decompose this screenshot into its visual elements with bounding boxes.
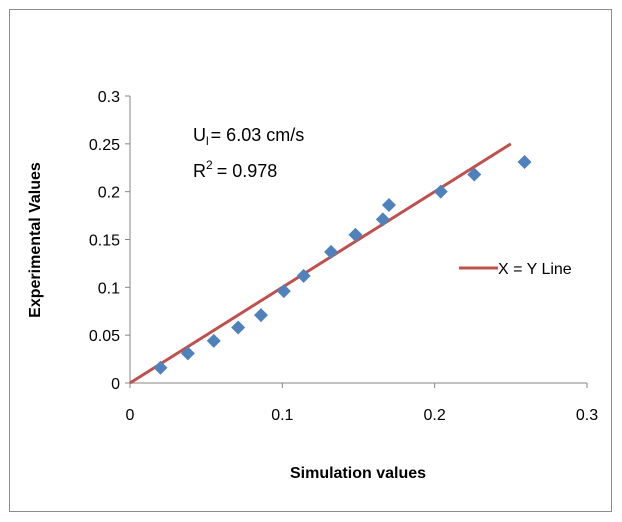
y-axis-title: Experimental Values: [27, 162, 44, 318]
data-point: [296, 268, 311, 283]
x-tick-label: 0.3: [576, 407, 598, 424]
y-tick-label: 0.15: [89, 233, 120, 250]
legend-label-xy-line: X = Y Line: [498, 261, 572, 278]
y-tick-label: 0.25: [89, 137, 120, 154]
data-point: [467, 167, 482, 182]
velocity-annotation: Ul = 6.03 cm/s: [193, 125, 304, 148]
y-tick-label: 0.2: [98, 185, 120, 202]
legend: X = Y Line: [459, 261, 572, 278]
chart-area: [9, 9, 612, 512]
x-tick-label: 0.1: [271, 407, 293, 424]
y-tick-label: 0.1: [98, 280, 120, 297]
data-point: [324, 244, 339, 259]
x-axis-title: Simulation values: [290, 465, 426, 482]
scatter-points: [153, 155, 532, 375]
data-point: [206, 333, 221, 348]
data-point: [254, 308, 269, 323]
y-tick-label: 0.3: [98, 89, 120, 106]
data-point: [348, 227, 363, 242]
x-tick-label: 0.2: [424, 407, 446, 424]
data-point: [517, 155, 532, 170]
line-series: [129, 142, 512, 385]
data-point: [276, 284, 291, 299]
y-tick-label: 0.05: [89, 328, 120, 345]
data-point: [153, 360, 168, 375]
data-point: [375, 212, 390, 227]
data-point: [381, 198, 396, 213]
r-squared-annotation: R2 = 0.978: [193, 158, 277, 181]
x-axis-ticks: 0 0.1 0.2 0.3: [126, 383, 598, 424]
data-point: [180, 346, 195, 361]
y-axis-ticks: 0 0.05 0.1 0.15 0.2 0.25 0.3: [89, 89, 130, 393]
y-tick-label: 0: [111, 376, 120, 393]
data-point: [433, 184, 448, 199]
x-tick-label: 0: [126, 407, 135, 424]
xy-reference-line: [129, 142, 512, 385]
data-point: [231, 320, 246, 335]
